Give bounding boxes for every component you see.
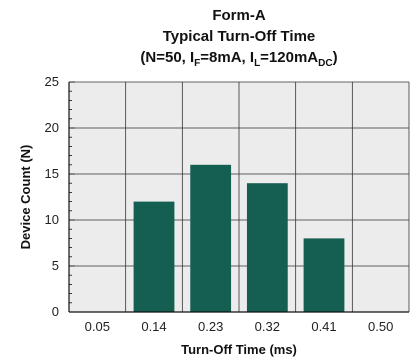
conditions-if-val: =8mA, I: [200, 49, 254, 66]
conditions-dc-sub: DC: [318, 58, 332, 69]
chart-subtitle: Typical Turn-Off Time: [163, 28, 316, 45]
bar: [190, 164, 232, 312]
x-tick-label: 0.41: [311, 319, 336, 334]
conditions-il-sub: L: [254, 58, 260, 69]
x-tick-label: 0.32: [255, 319, 280, 334]
grid-lines: [69, 81, 410, 312]
y-axis: 0 5 10 15 20 25: [45, 74, 75, 319]
y-tick-label: 10: [45, 212, 59, 227]
x-tick-label: 0.23: [198, 319, 223, 334]
bar: [303, 238, 345, 312]
y-tick-label: 5: [52, 258, 59, 273]
y-tick-label: 0: [52, 304, 59, 319]
y-tick-label: 25: [45, 74, 59, 89]
y-tick-label: 15: [45, 166, 59, 181]
bar: [246, 183, 288, 312]
conditions-if-sub: F: [194, 58, 200, 69]
x-tick-label: 0.14: [141, 319, 166, 334]
x-axis-label: Turn-Off Time (ms): [181, 342, 297, 357]
x-tick-label: 0.50: [368, 319, 393, 334]
bar: [133, 201, 175, 312]
bars: [133, 164, 345, 312]
y-axis-label: Device Count (N): [18, 145, 33, 250]
conditions-close: ): [333, 49, 338, 66]
y-tick-label: 20: [45, 120, 59, 135]
chart-conditions: (N=50, IF=8mA, IL=120mADC): [140, 49, 337, 69]
conditions-il-val: =120mA: [260, 49, 318, 66]
conditions-open: (N=50, I: [140, 49, 194, 66]
chart-title: Form-A: [212, 7, 265, 24]
x-axis: 0.05 0.14 0.23 0.32 0.41 0.50: [85, 319, 394, 334]
x-tick-label: 0.05: [85, 319, 110, 334]
